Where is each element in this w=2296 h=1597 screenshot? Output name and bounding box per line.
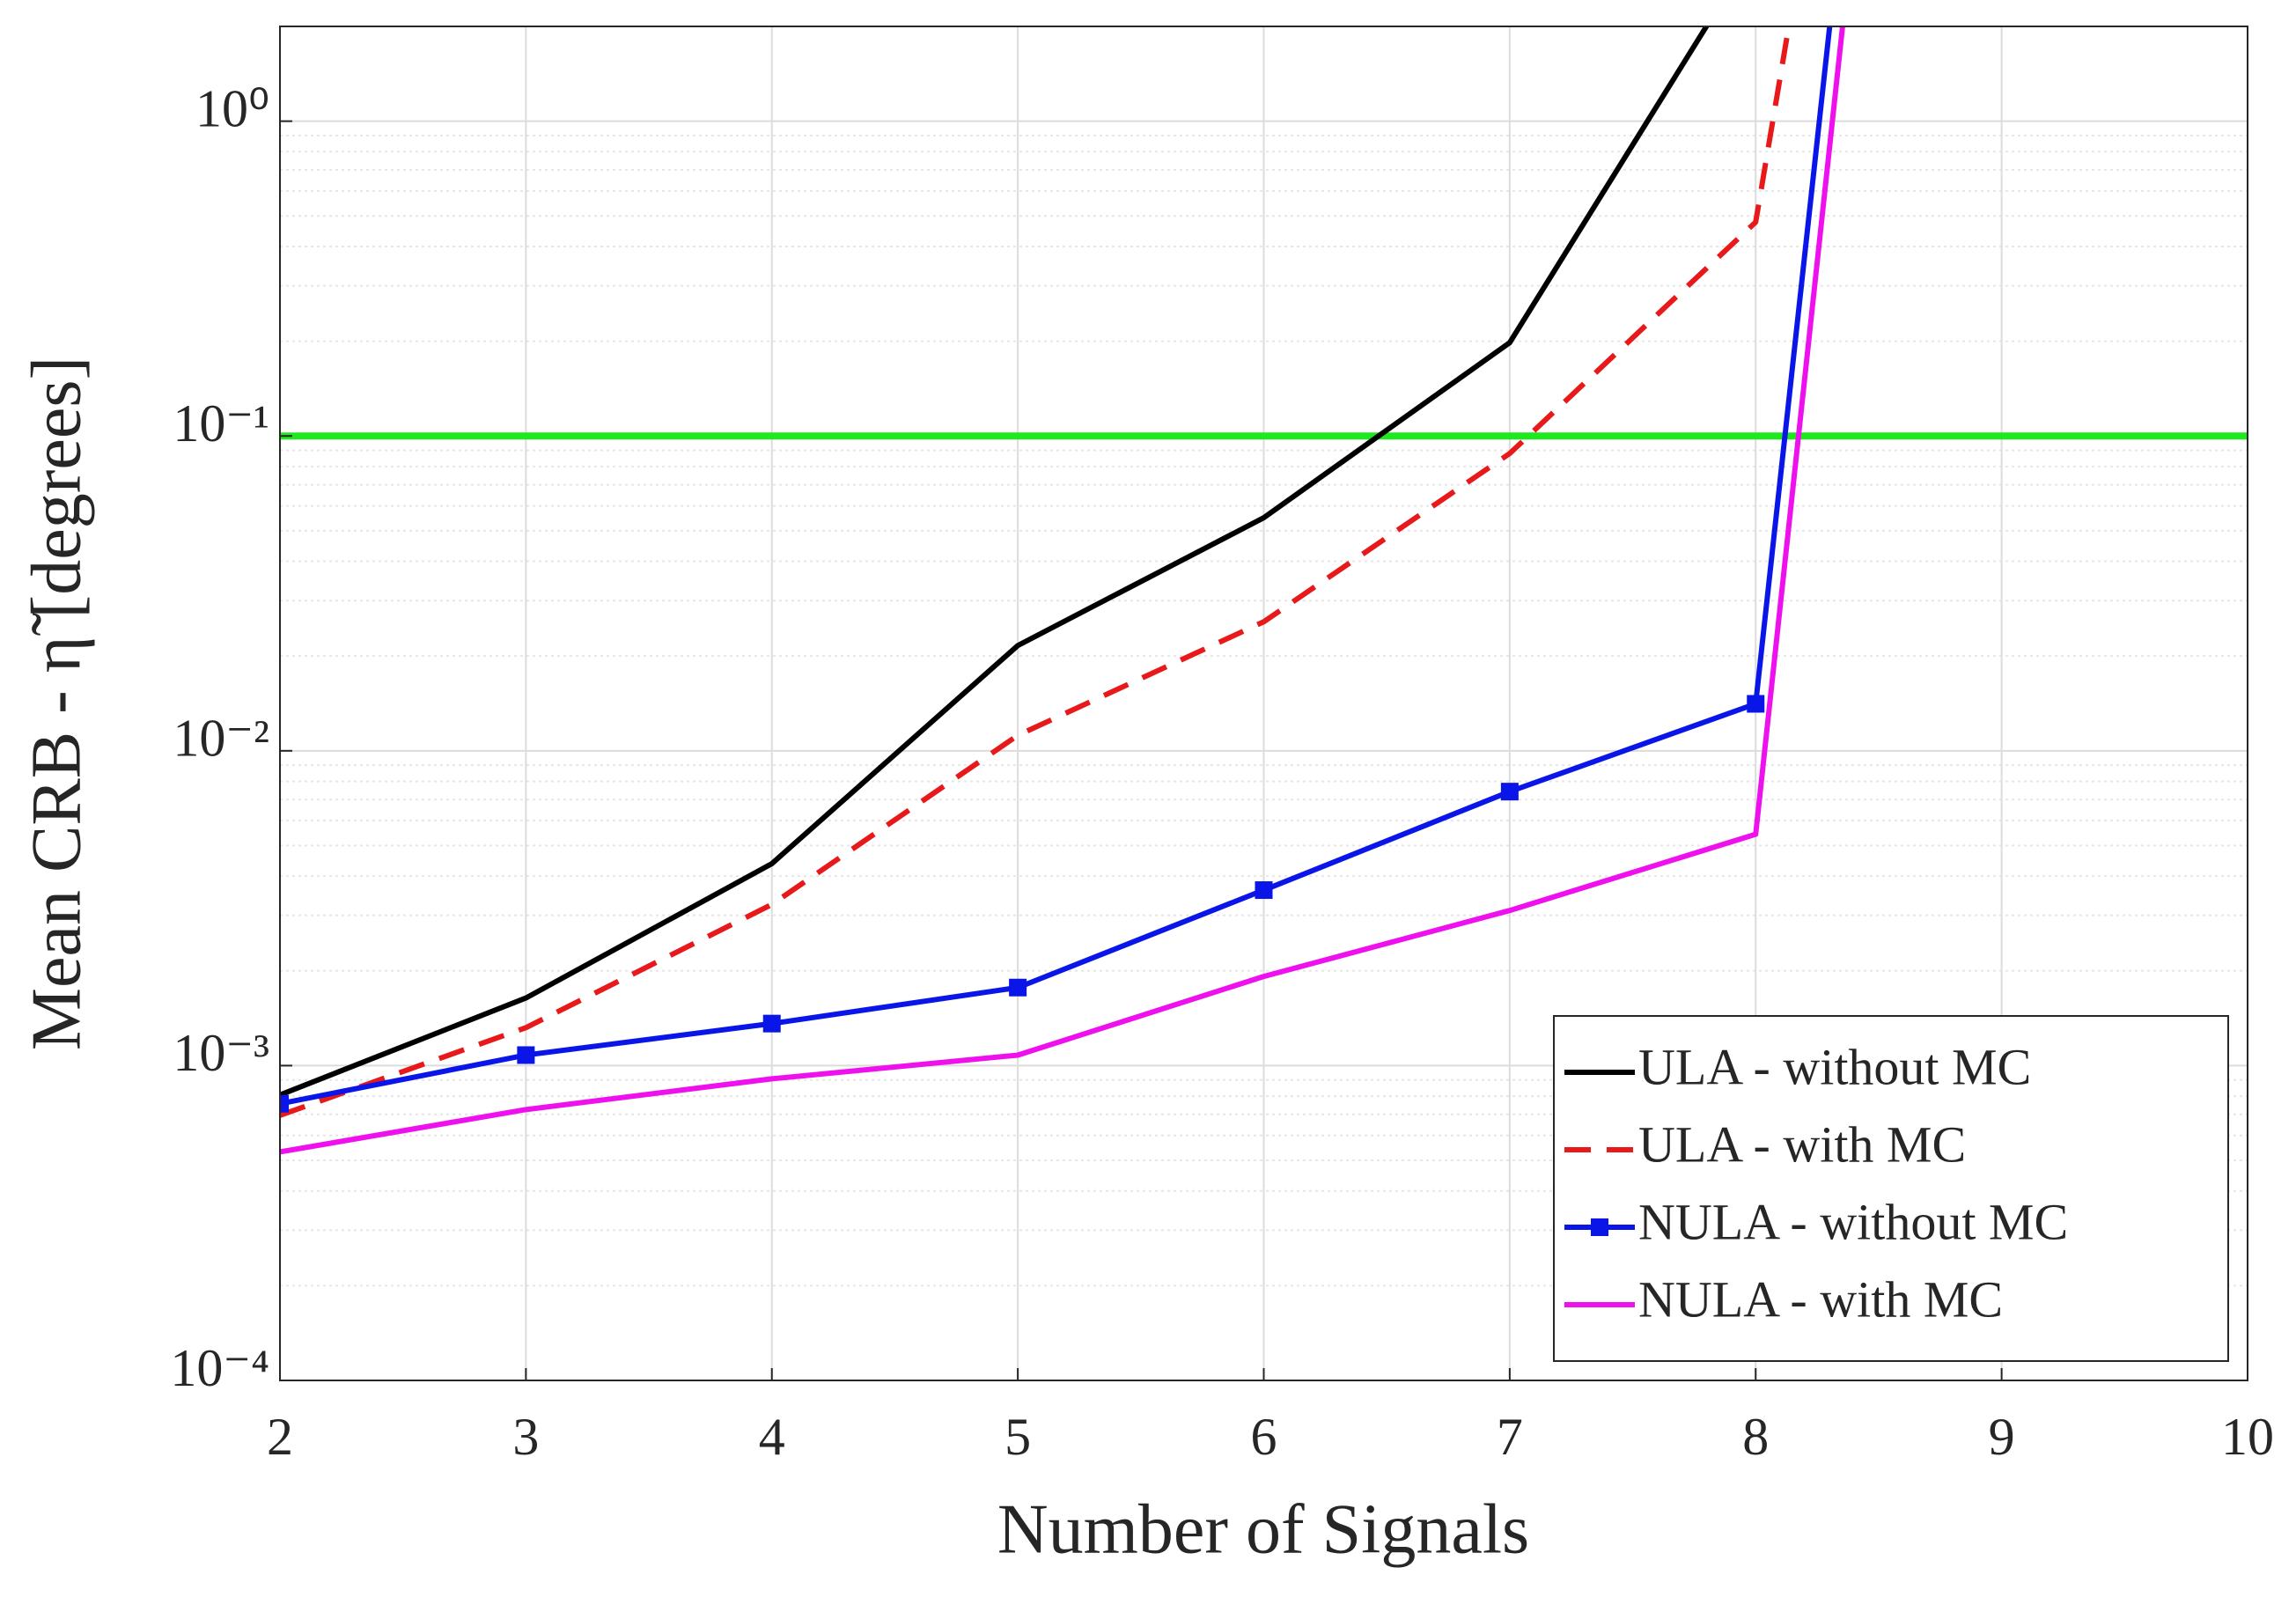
- series-line: [280, 26, 1833, 1107]
- grid: [279, 26, 2248, 1381]
- y-tick-label: 10⁻²: [173, 710, 269, 768]
- marker: [517, 1046, 535, 1064]
- y-tick-label: 10⁻⁴: [170, 1339, 269, 1397]
- legend-box: [1553, 1015, 2229, 1362]
- marker: [762, 1014, 781, 1033]
- y-tick-label: 10⁻¹: [173, 394, 269, 453]
- x-tick-label: 2: [267, 1408, 293, 1466]
- legend-marker: [1591, 1218, 1608, 1236]
- series-line: [280, 26, 1792, 1118]
- x-axis-label: Number of Signals: [997, 1490, 1529, 1568]
- y-tick-label: 10⁻³: [173, 1024, 269, 1082]
- legend-label: NULA - without MC: [1638, 1193, 2068, 1250]
- marker: [1500, 783, 1519, 801]
- x-tick-label: 5: [1004, 1408, 1031, 1466]
- y-axis-label: Mean CRB - η̃ [degrees]: [18, 357, 95, 1050]
- series-line: [280, 26, 1710, 1098]
- axes-box: [279, 26, 2248, 1381]
- legend-label: NULA - with MC: [1638, 1270, 2003, 1328]
- legend: ULA - without MC ULA - with MC NULA - with…: [1553, 1015, 2229, 1362]
- marker: [280, 1094, 289, 1113]
- x-tick-label: 9: [1989, 1408, 2015, 1466]
- x-tick-label: 6: [1251, 1408, 1277, 1466]
- marker: [1255, 881, 1273, 900]
- legend-label: ULA - without MC: [1638, 1038, 2031, 1095]
- lines: [280, 26, 2248, 1155]
- x-tick-label: 3: [512, 1408, 539, 1466]
- legend-label: ULA - with MC: [1638, 1115, 1966, 1173]
- series-line: [280, 26, 1845, 1155]
- marker: [1747, 695, 1765, 713]
- y-tick-label: 10⁰: [195, 79, 269, 137]
- axes: 2 3 4 5 6 7 8 9 10 10⁻⁴ 10⁻³ 10⁻² 10⁻¹ 10⁰: [170, 26, 2274, 1466]
- x-tick-label: 8: [1742, 1408, 1769, 1466]
- x-tick-label: 7: [1497, 1408, 1523, 1466]
- x-tick-label: 10: [2221, 1408, 2274, 1466]
- x-tick-label: 4: [759, 1408, 785, 1466]
- marker: [1009, 978, 1027, 997]
